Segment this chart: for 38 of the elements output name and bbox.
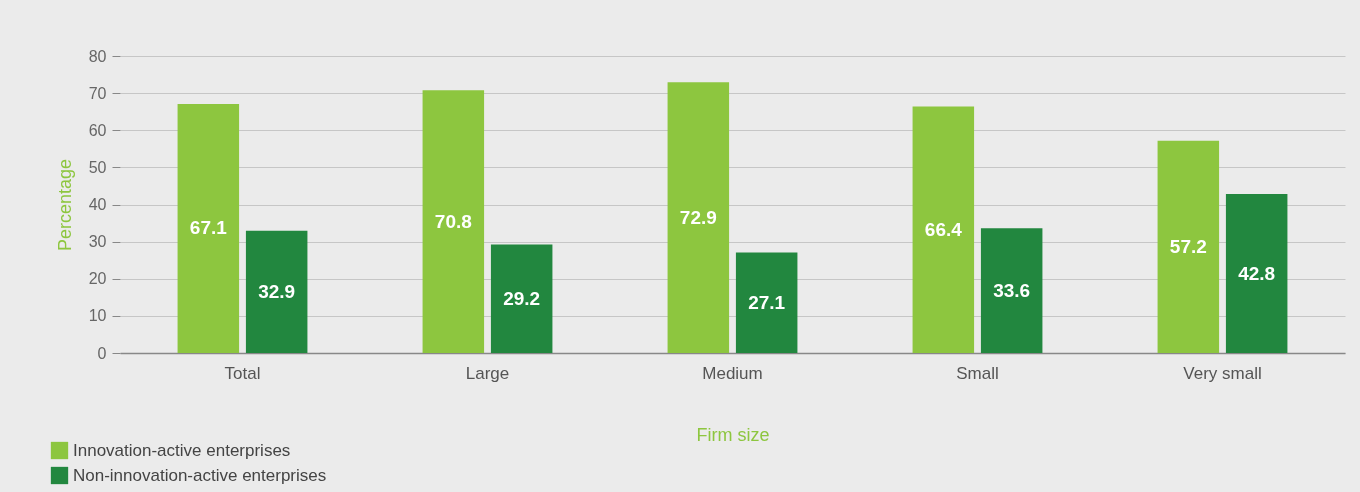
x-tick-label: Total <box>224 363 261 383</box>
legend-label: Innovation-active enterprises <box>73 440 291 460</box>
y-tick-label: 50 <box>88 158 107 176</box>
bar <box>912 106 975 353</box>
y-tick-label: 40 <box>88 196 107 213</box>
data-label: 57.2 <box>1169 235 1207 257</box>
y-tick-label: 30 <box>88 233 107 251</box>
x-tick-label: Medium <box>702 363 763 383</box>
bar <box>980 228 1043 353</box>
bar <box>735 252 798 353</box>
y-tick-label: 10 <box>88 307 107 325</box>
bar <box>245 230 308 353</box>
bar <box>667 82 730 353</box>
data-label: 29.2 <box>503 287 541 309</box>
data-label: 70.8 <box>434 210 472 232</box>
y-tick-label: 80 <box>88 47 107 65</box>
data-label: 66.4 <box>924 218 963 240</box>
y-tick-label: 0 <box>97 344 107 362</box>
data-label: 72.9 <box>679 206 717 228</box>
data-label: 67.1 <box>189 217 228 239</box>
bar <box>1157 140 1220 353</box>
bar <box>177 103 240 353</box>
data-label: 27.1 <box>748 291 786 313</box>
data-label: 32.9 <box>258 280 296 302</box>
bar <box>1225 194 1288 353</box>
data-label: 33.6 <box>993 279 1031 301</box>
x-axis-title: Firm size <box>696 424 770 445</box>
x-tick-label: Small <box>956 363 999 383</box>
x-tick-label: Large <box>465 363 510 383</box>
y-tick-label: 70 <box>88 84 107 102</box>
x-tick-label: Very small <box>1183 363 1262 383</box>
y-tick-label: 20 <box>88 270 107 288</box>
data-label: 42.8 <box>1238 262 1276 284</box>
legend-label: Non-innovation-active enterprises <box>73 465 327 485</box>
y-tick-label: 60 <box>88 121 107 139</box>
bar <box>422 90 485 353</box>
y-axis-title: Percentage <box>54 158 75 252</box>
bar <box>490 244 553 353</box>
